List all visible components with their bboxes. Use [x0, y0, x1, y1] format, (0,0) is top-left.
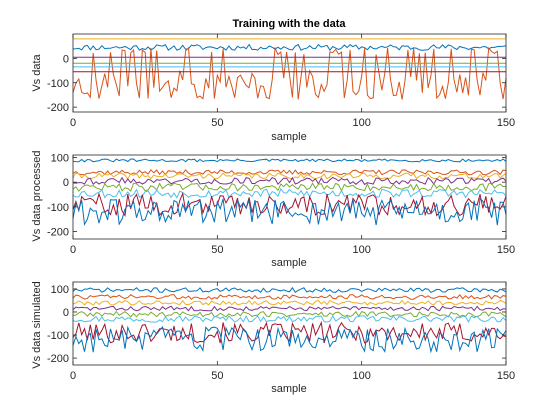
subplot-2-series-line-3: [72, 172, 507, 180]
subplot-2-ylabel: Vs data processed: [31, 150, 43, 241]
subplot-3-series-line-5: [72, 310, 507, 318]
subplot-3-series: [72, 286, 507, 354]
y-tick-label: 100: [51, 284, 69, 296]
subplot-3-series-line-2: [72, 294, 507, 300]
subplot-3-series-line-8: [72, 325, 507, 354]
x-tick-label: 100: [352, 370, 370, 382]
subplot-3-axes-box: [72, 281, 507, 366]
subplot-2-xlabel: sample: [271, 257, 306, 269]
y-tick-label: -100: [47, 330, 69, 342]
x-tick-label: 100: [352, 117, 370, 129]
subplot-3-series-line-1: [72, 286, 507, 294]
y-tick-label: -200: [47, 227, 69, 239]
x-tick-label: 0: [70, 117, 76, 129]
subplot-2-series-line-7: [72, 191, 507, 217]
x-tick-label: 0: [70, 244, 76, 256]
subplot-3-ylabel: Vs data simulated: [31, 281, 43, 368]
subplot-1-axes-box: [72, 33, 507, 113]
y-tick-label: 0: [63, 53, 69, 65]
subplot-3: Vs data simulated sample 0 50 100 150 -200 -1…: [31, 281, 515, 395]
subplot-3-series-line-7: [72, 320, 507, 344]
subplot-2-axes-box: [72, 154, 507, 240]
subplot-2-series-line-1: [72, 158, 507, 163]
subplot-2-ticks: 0 50 100 150 -200 -100 0 100: [47, 152, 515, 256]
subplot-1-ylabel: Vs data: [31, 53, 43, 91]
y-tick-label: 100: [51, 152, 69, 164]
subplot-1-series-line-1: [72, 43, 507, 51]
x-tick-label: 0: [70, 370, 76, 382]
y-tick-label: -100: [47, 202, 69, 214]
subplot-1: Training with the data Vs data sample 0 5…: [31, 18, 515, 143]
subplot-2: Vs data processed sample 0 50 100 150 -200 -1…: [31, 150, 515, 269]
y-tick-label: -100: [47, 78, 69, 90]
subplot-1-xlabel: sample: [271, 131, 306, 143]
subplot-1-series: [72, 38, 507, 100]
subplot-2-series-line-5: [72, 182, 507, 193]
subplot-1-title: Training with the data: [232, 18, 346, 30]
x-tick-label: 100: [352, 244, 370, 256]
x-tick-label: 150: [497, 370, 515, 382]
subplot-3-series-line-6: [72, 314, 507, 323]
x-tick-label: 50: [211, 370, 223, 382]
subplot-1-series-line-2: [72, 46, 507, 100]
x-tick-label: 50: [211, 117, 223, 129]
subplot-1-ticks: 0 50 100 150 -200 -100 0: [47, 34, 515, 129]
x-tick-label: 150: [497, 244, 515, 256]
y-tick-label: -200: [47, 353, 69, 365]
subplot-3-xlabel: sample: [271, 383, 306, 395]
y-tick-label: 0: [63, 307, 69, 319]
subplot-3-ticks: 0 50 100 150 -200 -100 0 100: [47, 282, 515, 382]
x-tick-label: 150: [497, 117, 515, 129]
y-tick-label: 0: [63, 177, 69, 189]
x-tick-label: 50: [211, 244, 223, 256]
subplot-3-series-line-3: [72, 299, 507, 306]
subplot-2-series-line-8: [72, 197, 507, 227]
subplot-2-series: [72, 158, 507, 227]
subplot-2-series-line-6: [72, 187, 507, 199]
subplot-2-series-line-2: [72, 169, 507, 176]
y-tick-label: -200: [47, 102, 69, 114]
subplot-3-series-line-4: [72, 305, 507, 312]
